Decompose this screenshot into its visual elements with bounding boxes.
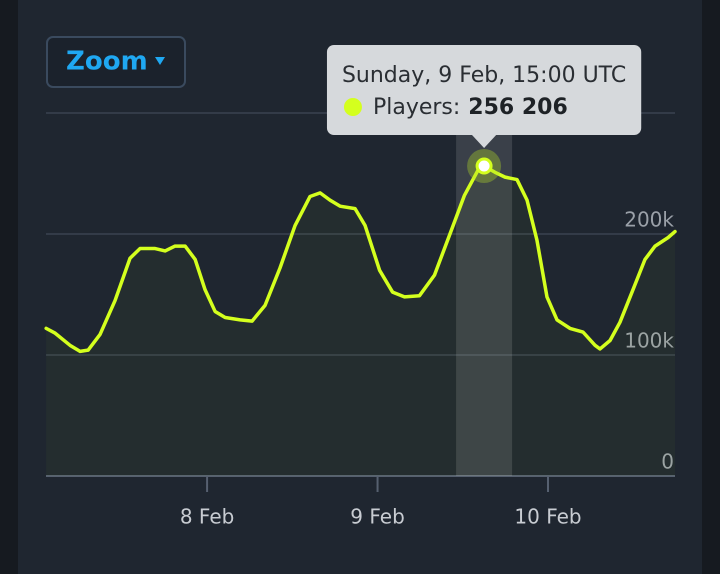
button-caret[interactable]	[155, 57, 165, 65]
button-frame[interactable]	[46, 36, 186, 88]
y-tick-label: 100k	[624, 329, 674, 353]
tooltip-title: Sunday, 9 Feb, 15:00 UTC	[342, 63, 626, 88]
x-tick-label: 8 Feb	[180, 505, 235, 529]
tooltip-label: Players:	[373, 95, 460, 120]
tooltip-pointer	[471, 134, 498, 148]
series-line	[44, 164, 677, 354]
y-tick-label: 0	[661, 450, 674, 474]
x-tick-label: 10 Feb	[514, 505, 581, 529]
hover-point	[475, 157, 493, 175]
tooltip-swatch	[343, 98, 362, 116]
panel	[18, 0, 702, 574]
button-label[interactable]: Zoom	[66, 47, 148, 77]
zoom-button[interactable]: Zoom	[46, 36, 186, 88]
tooltip-box	[326, 45, 642, 135]
x-tick-label: 9 Feb	[350, 505, 405, 529]
tooltip-value: 256 206	[468, 95, 568, 120]
y-tick-label: 200k	[624, 208, 674, 232]
tooltip: Sunday, 9 Feb, 15:00 UTC Players: 256 206	[326, 45, 642, 148]
